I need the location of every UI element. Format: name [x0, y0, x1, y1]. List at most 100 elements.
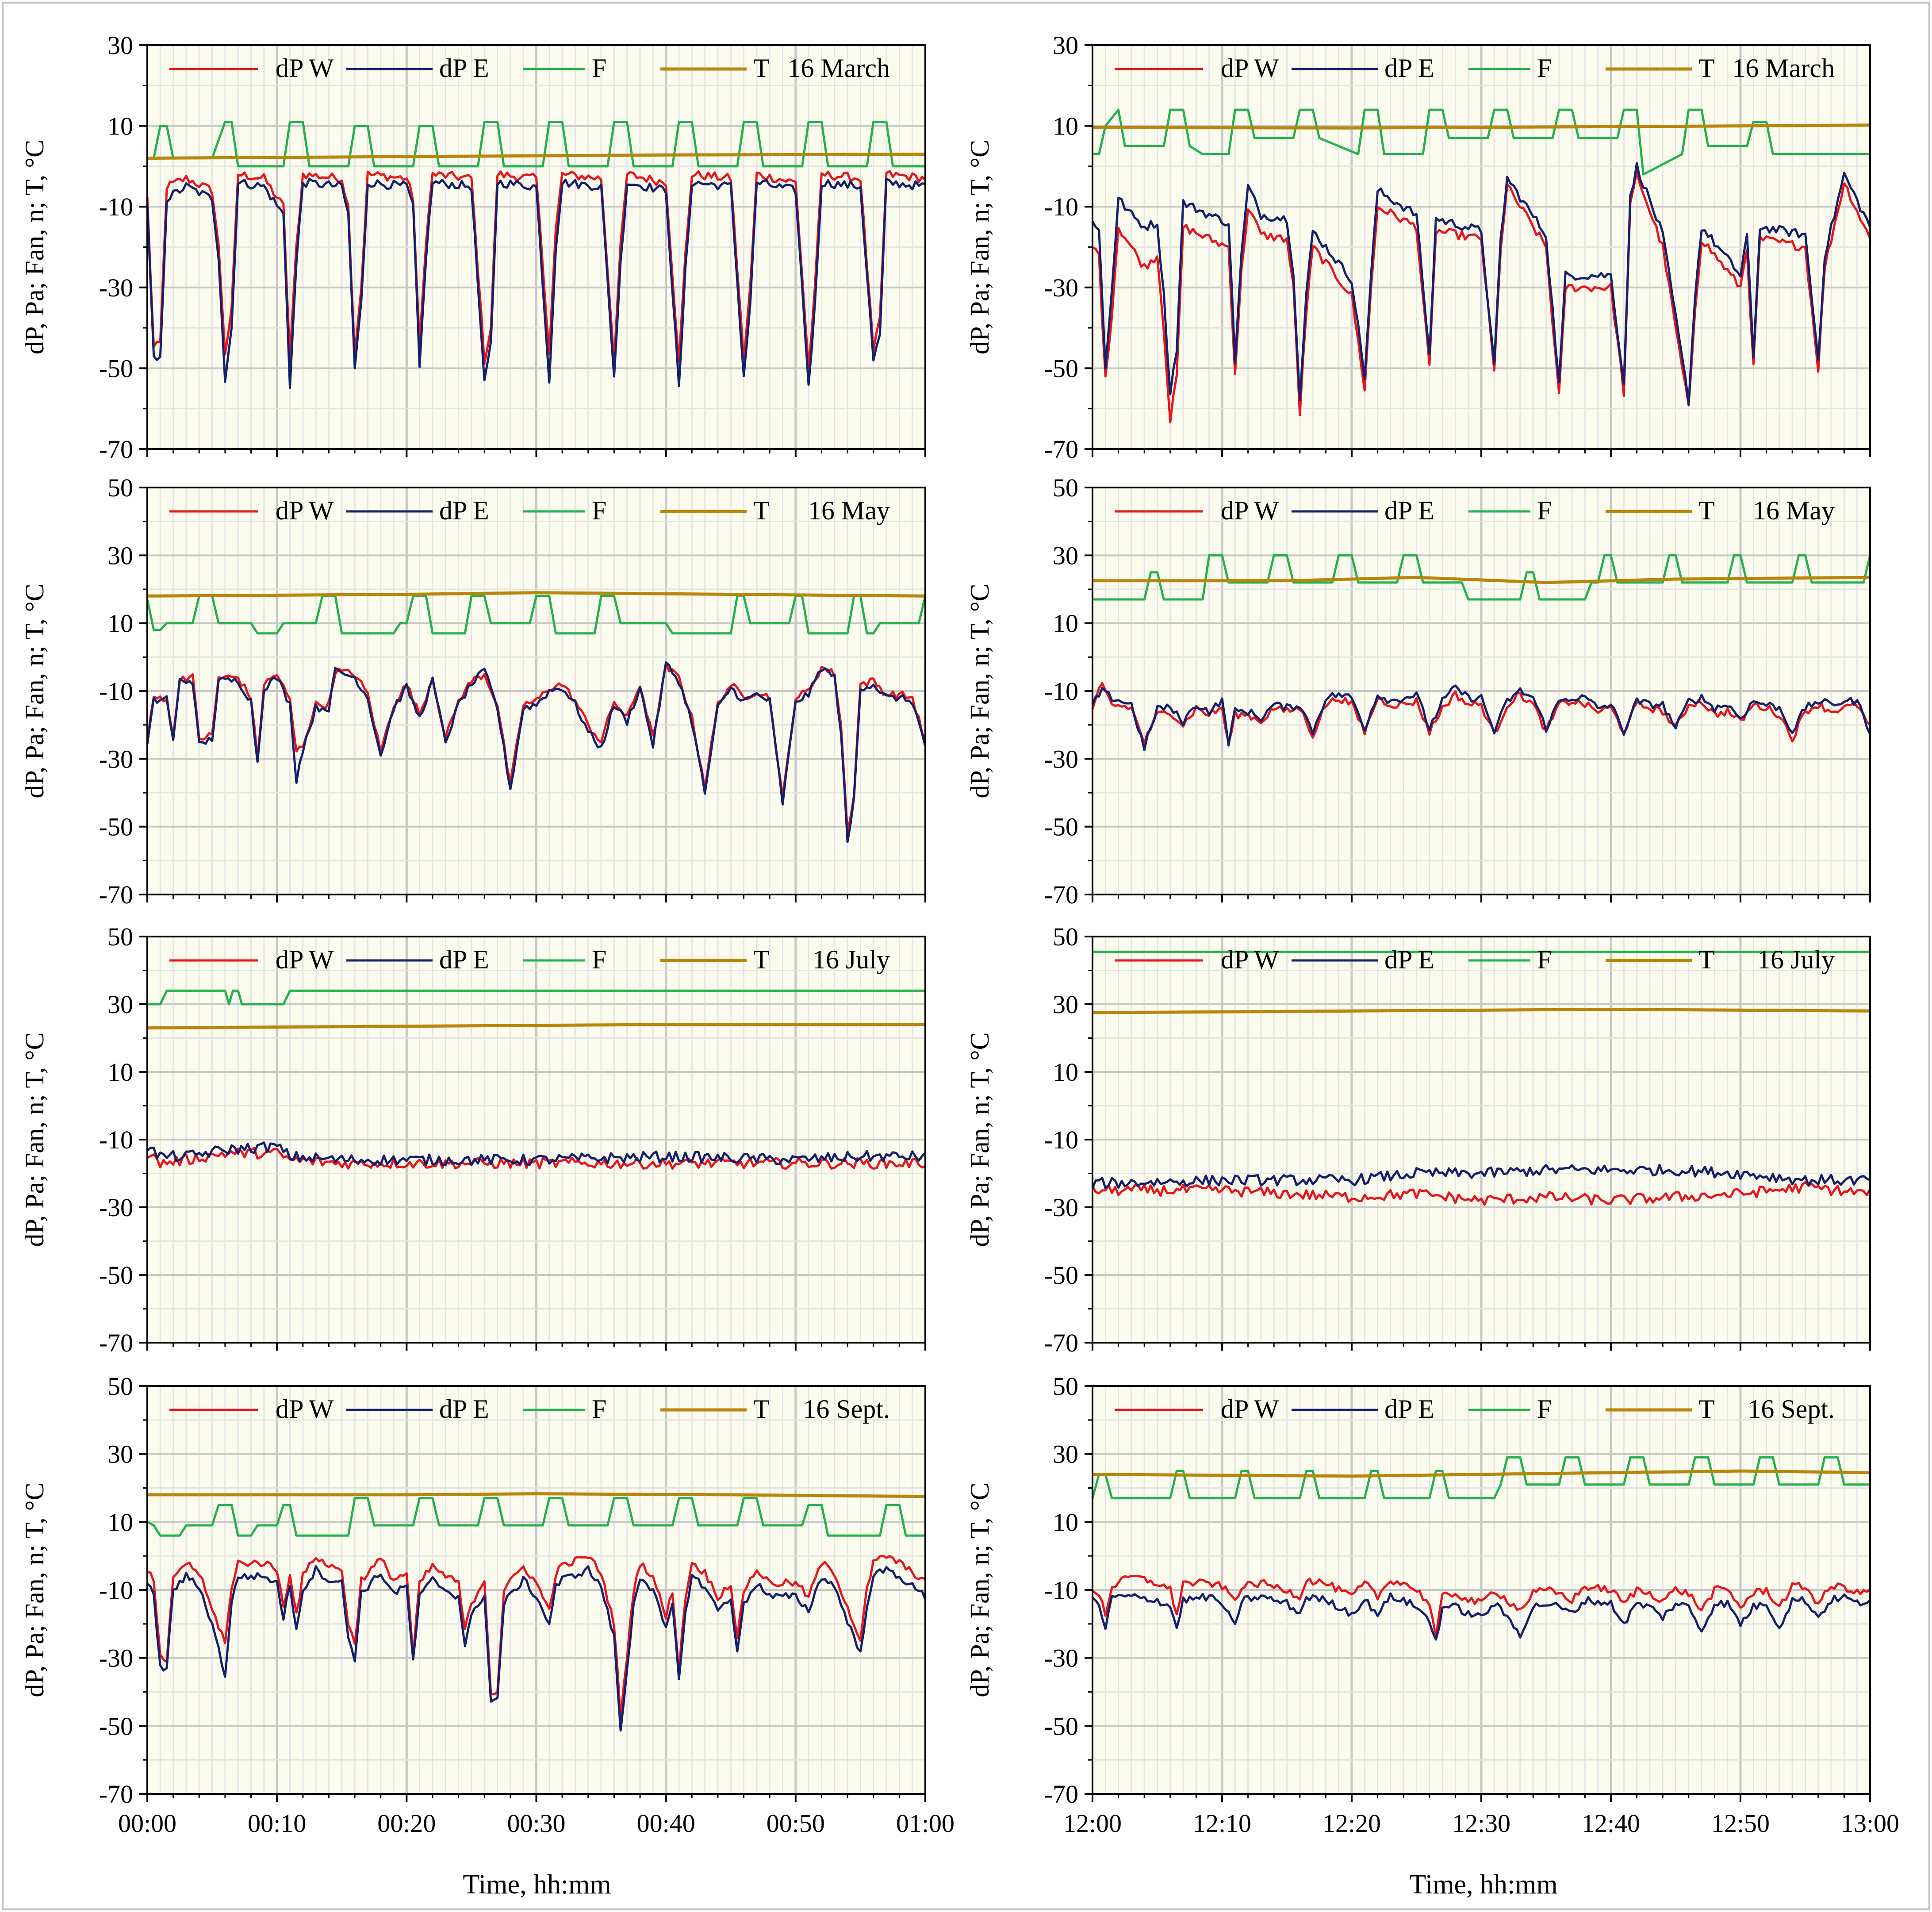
panel-date-label: 16 May [1753, 496, 1835, 525]
legend-label: F [1537, 1394, 1552, 1424]
y-tick-label: -50 [99, 1712, 133, 1740]
y-tick-label: 30 [1053, 541, 1078, 570]
legend-label: dP W [1221, 945, 1279, 974]
legend-label: F [592, 54, 606, 83]
panel-16-march-right: -70 -50 -30 -10 10 30 dP, Pa; Fan, n; T, °C dP … [965, 31, 1871, 464]
panel-date-label: 16 March [1732, 54, 1835, 83]
legend-label: dP E [439, 945, 489, 974]
x-tick-label: 00:20 [377, 1809, 436, 1838]
legend-label: F [1537, 496, 1552, 525]
x-tick-label: 00:40 [637, 1809, 695, 1838]
y-tick-label: 50 [107, 473, 133, 502]
legend-label: T [1698, 945, 1715, 974]
series-dp-e [1092, 1592, 1871, 1641]
legend-label: F [1537, 945, 1552, 974]
panel-date-label: 16 Sept. [803, 1394, 890, 1424]
y-axis-label: dP, Pa; Fan, n; T, °C [20, 1482, 49, 1697]
y-tick-label: -70 [1044, 1780, 1078, 1808]
y-tick-label: -30 [99, 745, 133, 773]
series-t [1092, 1008, 1871, 1014]
x-tick-label: 00:50 [767, 1809, 825, 1838]
y-tick-label: 10 [107, 112, 133, 141]
y-tick-label: -30 [1044, 273, 1078, 302]
series-dp-w [146, 170, 926, 369]
legend-label: dP W [1221, 54, 1279, 83]
y-tick-label: 10 [107, 609, 133, 638]
series-dp-e [1091, 162, 1871, 406]
legend-label: T [1698, 54, 1715, 83]
x-tick-label: 00:00 [118, 1809, 176, 1838]
legend-label: dP E [1384, 945, 1434, 974]
series-dp-w [1091, 1181, 1871, 1206]
y-tick-label: -30 [1044, 1193, 1078, 1222]
series-dp-e [146, 1565, 927, 1732]
y-tick-label: -70 [1044, 880, 1078, 909]
y-tick-label: -30 [1044, 1644, 1078, 1673]
y-tick-label: 30 [1053, 990, 1078, 1019]
legend-label: T [1698, 1394, 1715, 1424]
legend-label: T [753, 54, 770, 83]
y-tick-label: 50 [1053, 922, 1078, 951]
y-axis-label: dP, Pa; Fan, n; T, °C [965, 1482, 994, 1697]
y-tick-label: 10 [1053, 1058, 1078, 1087]
panel-16-july-left: -70 -50 -30 -10 10 30 50 dP, Pa; Fan, n; T, °C d… [20, 922, 926, 1357]
series-t [147, 153, 926, 160]
y-tick-label: -50 [99, 1261, 133, 1290]
series-dp-e [146, 661, 927, 843]
series-t [147, 1492, 926, 1498]
panels: -70 -50 -30 -10 10 30 dP, Pa; Fan, n; T, °C dP … [20, 31, 1899, 1838]
series-f [146, 595, 927, 635]
series-dp-e [146, 1141, 926, 1167]
y-tick-label: 30 [1053, 31, 1078, 60]
x-tick-label: 12:50 [1711, 1809, 1770, 1838]
legend-label: dP W [276, 1394, 334, 1424]
legend-label: dP E [439, 1394, 489, 1424]
y-tick-label: 30 [107, 541, 133, 570]
y-tick-label: -30 [99, 273, 133, 302]
panel-16-sept-right: -70 -50 -30 -10 10 30 50 12:00 12:10 12:20 12:30 12… [965, 1372, 1899, 1838]
x-axis-label-left: Time, hh:mm [463, 1870, 611, 1900]
y-tick-label: 30 [1053, 1440, 1078, 1469]
series-f [146, 1497, 925, 1537]
legend-label: F [592, 945, 606, 974]
legend-label: T [753, 1394, 770, 1424]
y-tick-label: -30 [1044, 745, 1078, 773]
y-tick-label: -50 [1044, 354, 1078, 383]
y-axis-label: dP, Pa; Fan, n; T, °C [965, 584, 994, 798]
legend-label: dP E [1384, 1394, 1434, 1424]
series-dp-w [1092, 1575, 1871, 1639]
x-tick-label: 12:10 [1193, 1809, 1251, 1838]
series-f [1092, 554, 1871, 601]
legend-label: F [592, 1394, 606, 1424]
y-tick-label: -10 [1044, 192, 1078, 221]
y-tick-label: -70 [99, 1328, 133, 1357]
series-t [1092, 1469, 1871, 1478]
panel-date-label: 16 July [1757, 945, 1835, 974]
series-f [1091, 1456, 1870, 1500]
series-dp-w [1091, 682, 1871, 745]
series-dp-w [146, 1147, 926, 1170]
y-tick-label: 30 [107, 1440, 133, 1469]
y-axis-label: dP, Pa; Fan, n; T, °C [965, 1032, 994, 1247]
panel-16-july-right: -70 -50 -30 -10 10 30 50 dP, Pa; Fan, n; T, °C d… [965, 922, 1871, 1357]
y-tick-label: -10 [99, 192, 133, 221]
y-tick-label: -50 [99, 354, 133, 383]
y-tick-label: -30 [99, 1644, 133, 1673]
x-tick-label: 13:00 [1841, 1809, 1899, 1838]
y-axis-label: dP, Pa; Fan, n; T, °C [20, 584, 49, 798]
x-tick-label: 12:00 [1063, 1809, 1122, 1838]
x-axis-label-right: Time, hh:mm [1409, 1870, 1557, 1900]
series-t [147, 591, 926, 598]
series-f [147, 989, 925, 1006]
x-tick-label: 01:00 [896, 1809, 954, 1838]
y-axis-label: dP, Pa; Fan, n; T, °C [20, 1032, 49, 1247]
legend-label: dP E [439, 54, 489, 83]
y-tick-label: -10 [99, 677, 133, 706]
y-tick-label: 10 [1053, 1508, 1078, 1536]
y-tick-label: 10 [107, 1058, 133, 1087]
legend-label: dP W [276, 496, 334, 525]
y-tick-label: -10 [1044, 677, 1078, 706]
panel-date-label: 16 March [787, 54, 890, 83]
panel-date-label: 16 July [813, 945, 890, 974]
y-tick-label: 50 [1053, 1372, 1078, 1401]
